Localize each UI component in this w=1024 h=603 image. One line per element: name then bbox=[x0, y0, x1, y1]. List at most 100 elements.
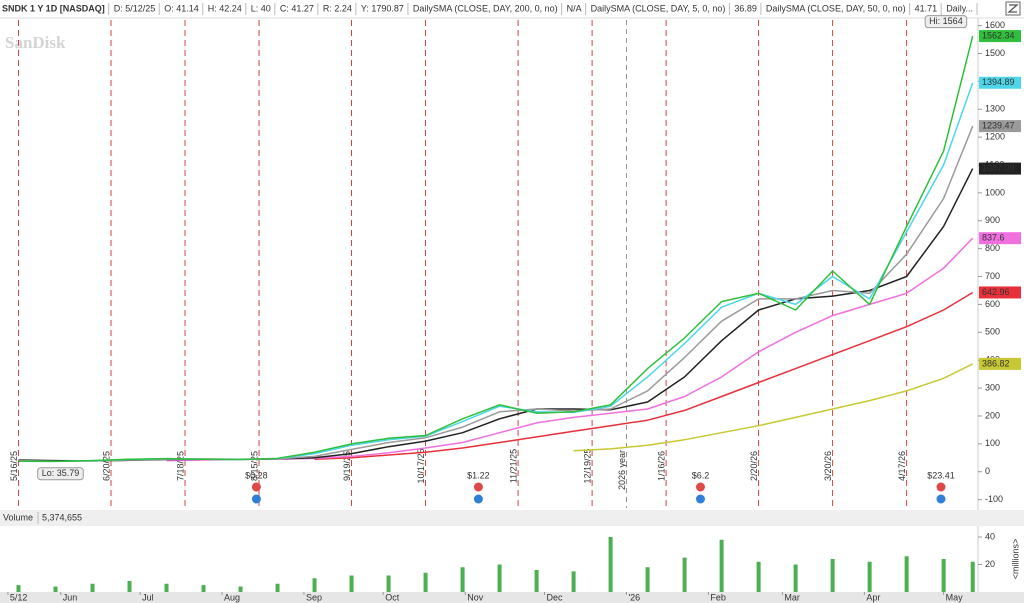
y-tick-label: 1300 bbox=[985, 104, 1005, 114]
volume-bar bbox=[719, 539, 724, 592]
volume-y-tick-label: 40 bbox=[985, 531, 995, 541]
volume-bar bbox=[534, 570, 539, 592]
price-marker bbox=[979, 162, 1021, 175]
expiration-label: 11/21/25 bbox=[508, 449, 518, 483]
price-marker bbox=[979, 286, 1021, 299]
volume-bar bbox=[164, 583, 169, 592]
ohlc-field: R: 2.24 bbox=[323, 3, 352, 13]
y-tick-label: 0 bbox=[985, 466, 990, 476]
volume-bar bbox=[386, 575, 391, 592]
study-name: DailySMA (CLOSE, DAY, 50, 0, no) bbox=[766, 3, 906, 13]
y-tick-label: 500 bbox=[985, 327, 1000, 337]
ohlc-field: O: 41.14 bbox=[164, 3, 199, 13]
annotation-label: Hi: 1564 bbox=[929, 16, 963, 26]
study-value: N/A bbox=[567, 3, 582, 13]
event-icon bbox=[473, 482, 483, 492]
price-line bbox=[18, 35, 974, 463]
volume-bar bbox=[970, 561, 975, 592]
price-line bbox=[573, 363, 974, 452]
volume-bar bbox=[756, 561, 761, 592]
study-value: 36.89 bbox=[734, 3, 757, 13]
x-tick-label: Aug bbox=[224, 592, 240, 602]
ohlc-field: H: 42.24 bbox=[208, 3, 242, 13]
x-tick-label: Apr bbox=[866, 592, 880, 602]
x-tick-label: Dec bbox=[547, 592, 564, 602]
event-icon bbox=[251, 482, 261, 492]
volume-header-bar bbox=[0, 510, 1024, 526]
y-tick-label: 1000 bbox=[985, 187, 1005, 197]
x-tick-label: 5/12 bbox=[10, 592, 28, 602]
volume-bar bbox=[608, 537, 613, 592]
price-marker bbox=[979, 120, 1021, 133]
y-tick-label: 100 bbox=[985, 438, 1000, 448]
volume-bar bbox=[682, 557, 687, 592]
ohlc-field: Y: 1790.87 bbox=[361, 3, 404, 13]
expiration-label: 4/17/26 bbox=[897, 451, 907, 481]
volume-bar bbox=[90, 583, 95, 592]
volume-bar bbox=[238, 586, 243, 592]
y-tick-label: 900 bbox=[985, 215, 1000, 225]
icon-frame[interactable] bbox=[1005, 1, 1021, 16]
y-tick-label: 600 bbox=[985, 299, 1000, 309]
x-tick-label: Jun bbox=[63, 592, 78, 602]
expiration-label: 1/16/26 bbox=[656, 451, 666, 481]
ohlc-field: C: 41.27 bbox=[280, 3, 314, 13]
event-icon bbox=[936, 482, 946, 492]
volume-bar bbox=[867, 561, 872, 592]
volume-bar bbox=[460, 567, 465, 592]
ohlc-field: L: 40 bbox=[251, 3, 271, 13]
x-tick-label: Nov bbox=[467, 592, 484, 602]
volume-bar bbox=[312, 578, 317, 592]
y-tick-label: 1200 bbox=[985, 131, 1005, 141]
price-marker-label: 1562.34 bbox=[982, 30, 1015, 40]
price-marker bbox=[979, 30, 1021, 43]
volume-current: 5,374,655 bbox=[42, 512, 82, 522]
volume-bar bbox=[645, 567, 650, 592]
x-tick-label: Sep bbox=[306, 592, 322, 602]
event-label: $23.41 bbox=[927, 470, 955, 480]
x-tick-label: Mar bbox=[784, 592, 800, 602]
y-tick-label: 1500 bbox=[985, 48, 1005, 58]
event-label: $0.28 bbox=[245, 470, 268, 480]
event-label: $6.2 bbox=[692, 470, 710, 480]
volume-bar bbox=[571, 571, 576, 592]
icon-glyph[interactable] bbox=[1007, 4, 1019, 13]
event-info-icon bbox=[473, 494, 483, 504]
event-info-icon bbox=[695, 494, 705, 504]
price-marker bbox=[979, 76, 1021, 89]
volume-bar bbox=[275, 583, 280, 592]
annotation-label: Lo: 35.79 bbox=[42, 468, 80, 478]
price-annotation: Lo: 35.79 bbox=[37, 467, 84, 481]
volume-bar bbox=[127, 581, 132, 592]
year-label: 2026 year bbox=[617, 450, 627, 490]
price-annotation: Hi: 1564 bbox=[924, 15, 968, 29]
volume-bar bbox=[904, 556, 909, 592]
settings-icon[interactable] bbox=[1005, 1, 1021, 16]
event-icon bbox=[695, 482, 705, 492]
price-marker-label: 1394.89 bbox=[982, 77, 1015, 87]
volume-title: Volume bbox=[3, 512, 33, 522]
event-label: $1.22 bbox=[467, 470, 490, 480]
study-name: DailySMA (CLOSE, DAY, 200, 0, no) bbox=[413, 3, 558, 13]
volume-bar bbox=[349, 575, 354, 592]
expiration-label: 5/16/25 bbox=[9, 451, 19, 481]
volume-bar bbox=[423, 572, 428, 592]
price-marker-label: 642.96 bbox=[982, 287, 1010, 297]
price-marker-label: 1239.47 bbox=[982, 120, 1015, 130]
y-tick-label: 800 bbox=[985, 243, 1000, 253]
volume-bar bbox=[793, 564, 798, 592]
annotation-box bbox=[37, 467, 84, 481]
volume-bar bbox=[941, 559, 946, 592]
x-axis-bar bbox=[0, 592, 1024, 603]
expiration-label: 7/18/25 bbox=[175, 451, 185, 481]
x-tick-label: Oct bbox=[385, 592, 400, 602]
volume-bar bbox=[830, 559, 835, 592]
watermark: SanDisk bbox=[5, 33, 66, 52]
study-name: Daily... bbox=[946, 3, 973, 13]
event-info-icon bbox=[936, 494, 946, 504]
expiration-label: 8/15/25 bbox=[249, 451, 259, 481]
annotation-box bbox=[924, 15, 968, 29]
symbol: SNDK 1 Y 1D [NASDAQ] bbox=[2, 3, 105, 13]
